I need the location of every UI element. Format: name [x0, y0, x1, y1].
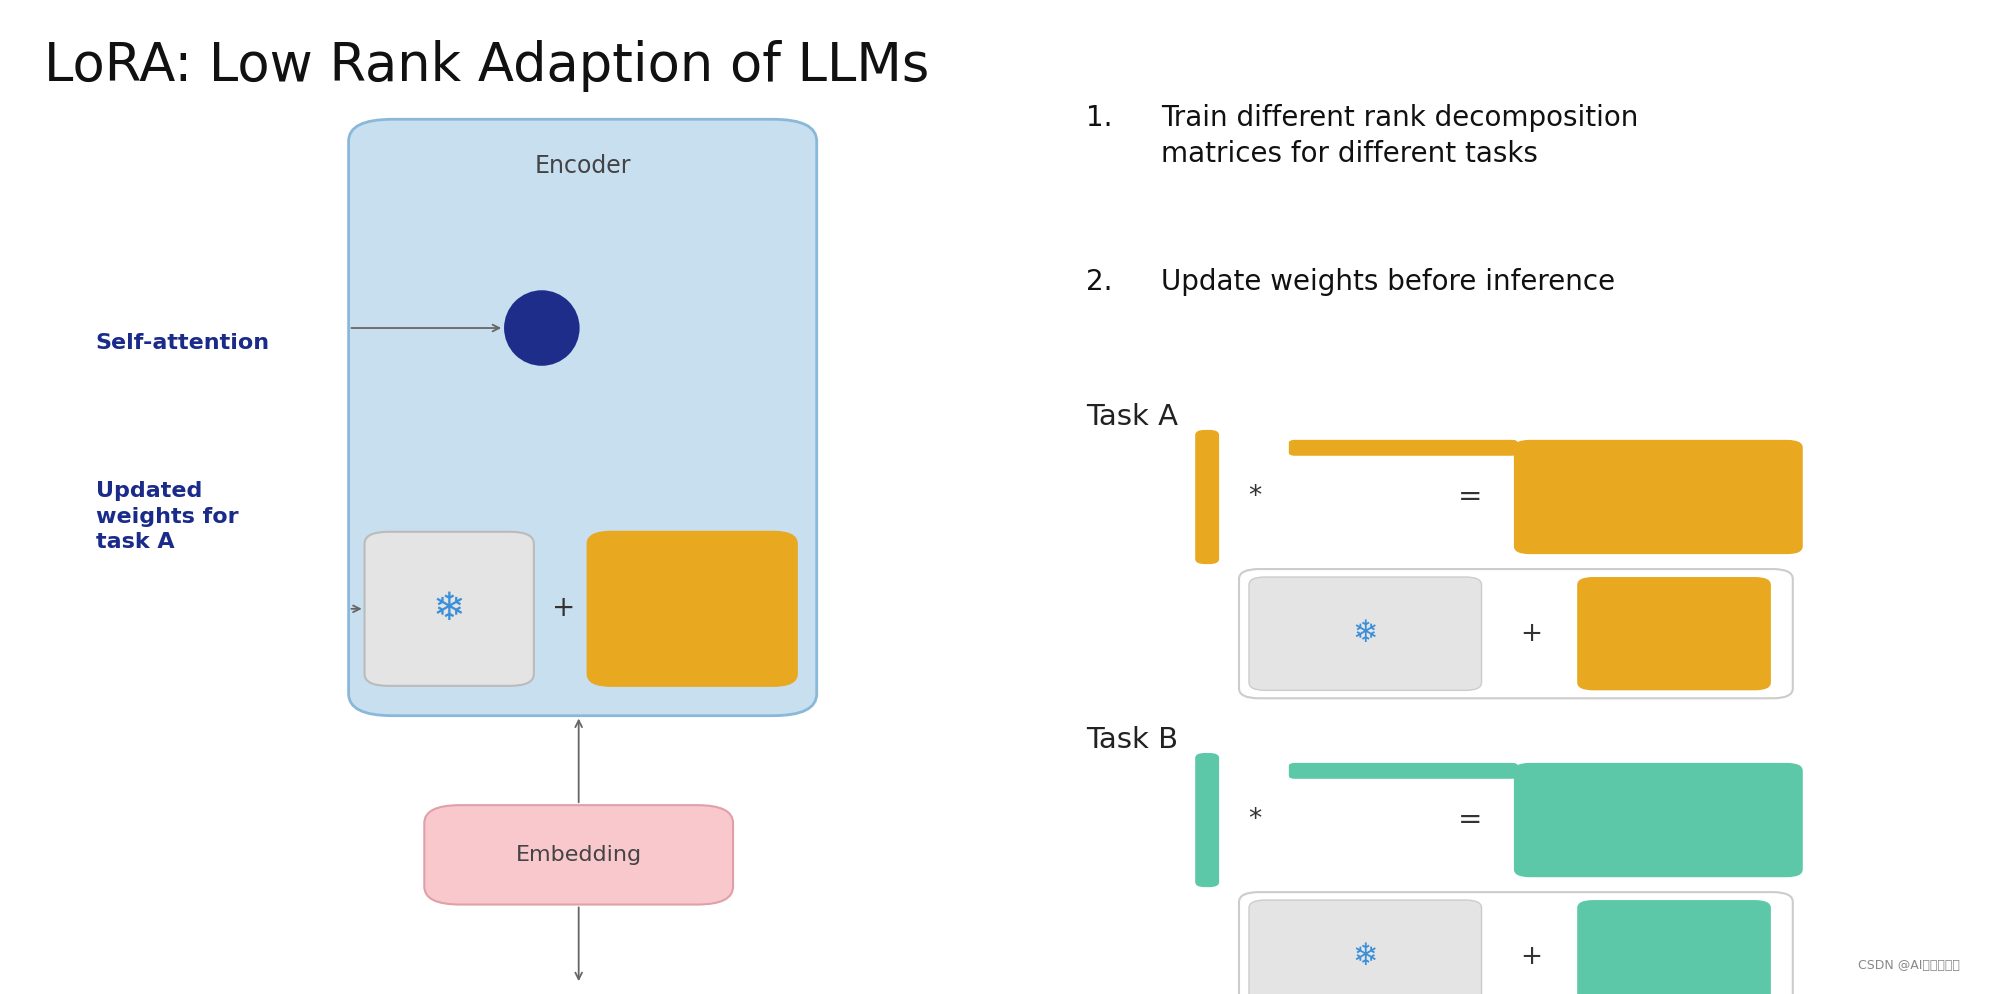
FancyBboxPatch shape — [1514, 763, 1803, 877]
Text: +: + — [552, 594, 576, 622]
Text: ❄: ❄ — [432, 589, 466, 628]
Text: Update weights before inference: Update weights before inference — [1161, 268, 1616, 296]
Text: ❄: ❄ — [1353, 942, 1378, 971]
Text: Train different rank decomposition
matrices for different tasks: Train different rank decomposition matri… — [1161, 104, 1639, 168]
Text: Encoder: Encoder — [534, 154, 631, 178]
Text: Task A: Task A — [1086, 403, 1177, 430]
Text: ❄: ❄ — [1353, 619, 1378, 648]
Text: LoRA: Low Rank Adaption of LLMs: LoRA: Low Rank Adaption of LLMs — [44, 40, 928, 91]
FancyBboxPatch shape — [424, 805, 733, 905]
Text: Embedding: Embedding — [516, 845, 641, 865]
Ellipse shape — [504, 290, 580, 366]
FancyBboxPatch shape — [1195, 753, 1219, 887]
Text: *: * — [1249, 807, 1261, 833]
Text: Updated
weights for
task A: Updated weights for task A — [96, 481, 239, 553]
FancyBboxPatch shape — [1239, 893, 1793, 994]
FancyBboxPatch shape — [1249, 901, 1482, 994]
Text: 1.: 1. — [1086, 104, 1112, 132]
Text: Task B: Task B — [1086, 726, 1177, 753]
Text: 2.: 2. — [1086, 268, 1112, 296]
FancyBboxPatch shape — [588, 532, 797, 686]
FancyBboxPatch shape — [1578, 577, 1771, 690]
FancyBboxPatch shape — [1514, 439, 1803, 554]
FancyBboxPatch shape — [1239, 569, 1793, 698]
FancyBboxPatch shape — [1289, 763, 1518, 779]
Text: =: = — [1458, 483, 1482, 511]
Text: *: * — [1249, 484, 1261, 510]
Text: +: + — [1520, 943, 1542, 970]
Text: +: + — [1520, 620, 1542, 647]
FancyBboxPatch shape — [349, 119, 817, 716]
FancyBboxPatch shape — [1289, 439, 1518, 455]
FancyBboxPatch shape — [1195, 429, 1219, 565]
Text: CSDN @AI架构师易筋: CSDN @AI架构师易筋 — [1859, 959, 1960, 972]
FancyBboxPatch shape — [365, 532, 534, 686]
Text: Self-attention: Self-attention — [96, 333, 269, 353]
Text: =: = — [1458, 806, 1482, 834]
FancyBboxPatch shape — [1578, 901, 1771, 994]
FancyBboxPatch shape — [1249, 577, 1482, 690]
